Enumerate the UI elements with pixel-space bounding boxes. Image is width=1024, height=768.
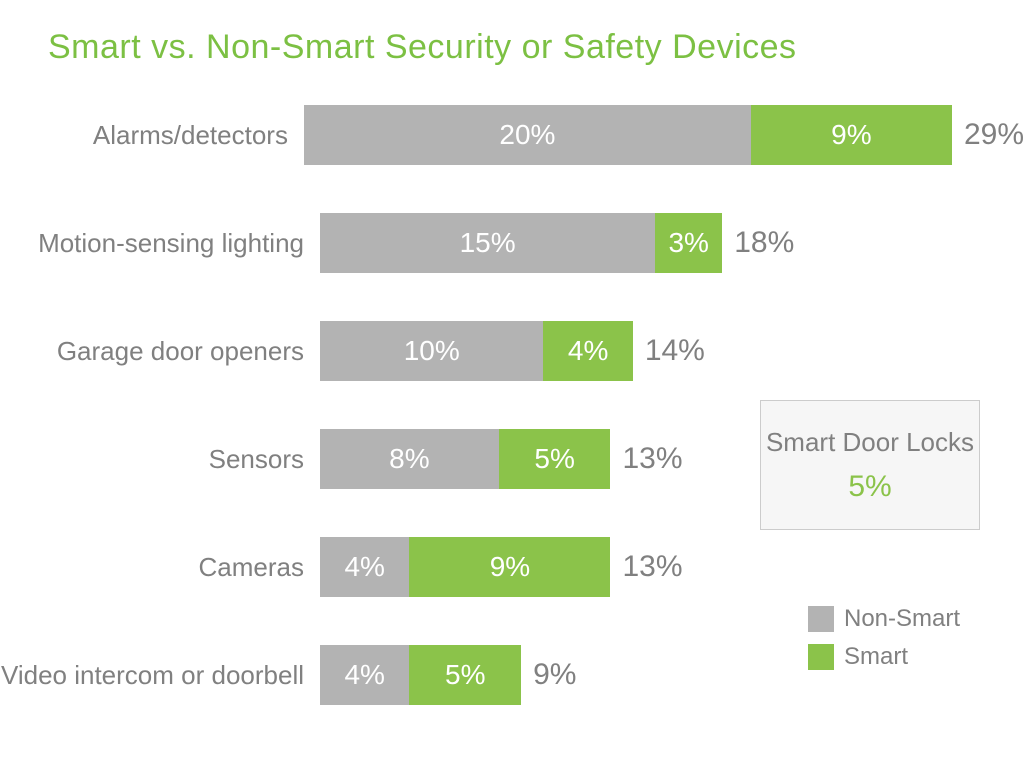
bar-total: 29% xyxy=(964,118,1024,152)
callout-value: 5% xyxy=(848,470,891,504)
segment-non-smart: 20% xyxy=(304,105,751,165)
bar-label: Garage door openers xyxy=(0,336,320,367)
bar-segments: 4%9% xyxy=(320,537,610,597)
bar-label: Motion-sensing lighting xyxy=(0,228,320,259)
bar-label: Alarms/detectors xyxy=(0,120,304,151)
bar-row: Motion-sensing lighting15%3% 18% xyxy=(0,213,1024,273)
bar-total: 13% xyxy=(622,442,682,476)
bar-segments: 4%5% xyxy=(320,645,521,705)
segment-smart: 3% xyxy=(655,213,722,273)
segment-non-smart: 15% xyxy=(320,213,655,273)
bar-total: 9% xyxy=(533,658,576,692)
segment-non-smart: 10% xyxy=(320,321,543,381)
segment-smart: 4% xyxy=(543,321,632,381)
chart-title: Smart vs. Non-Smart Security or Safety D… xyxy=(48,28,797,67)
bar-total: 13% xyxy=(622,550,682,584)
legend-swatch xyxy=(808,606,834,632)
bar-total: 18% xyxy=(734,226,794,260)
bar-total: 14% xyxy=(645,334,705,368)
legend-item: Smart xyxy=(808,643,960,671)
bar-row: Cameras4%9% 13% xyxy=(0,537,1024,597)
bar-segments: 10%4% xyxy=(320,321,633,381)
bar-segments: 20%9% xyxy=(304,105,952,165)
legend-item: Non-Smart xyxy=(808,605,960,633)
bar-label: Video intercom or doorbell xyxy=(0,660,320,691)
legend: Non-Smart Smart xyxy=(808,605,960,671)
segment-smart: 5% xyxy=(409,645,521,705)
segment-smart: 5% xyxy=(499,429,611,489)
callout-box: Smart Door Locks 5% xyxy=(760,400,980,530)
callout-title: Smart Door Locks xyxy=(766,426,974,459)
bar-label: Cameras xyxy=(0,552,320,583)
bar-label: Sensors xyxy=(0,444,320,475)
bar-segments: 8%5% xyxy=(320,429,610,489)
legend-swatch xyxy=(808,644,834,670)
legend-label: Smart xyxy=(844,643,908,671)
segment-non-smart: 8% xyxy=(320,429,499,489)
segment-non-smart: 4% xyxy=(320,537,409,597)
segment-smart: 9% xyxy=(409,537,610,597)
segment-smart: 9% xyxy=(751,105,952,165)
bar-segments: 15%3% xyxy=(320,213,722,273)
legend-label: Non-Smart xyxy=(844,605,960,633)
bar-row: Alarms/detectors20%9% 29% xyxy=(0,105,1024,165)
bar-row: Garage door openers10%4% 14% xyxy=(0,321,1024,381)
segment-non-smart: 4% xyxy=(320,645,409,705)
